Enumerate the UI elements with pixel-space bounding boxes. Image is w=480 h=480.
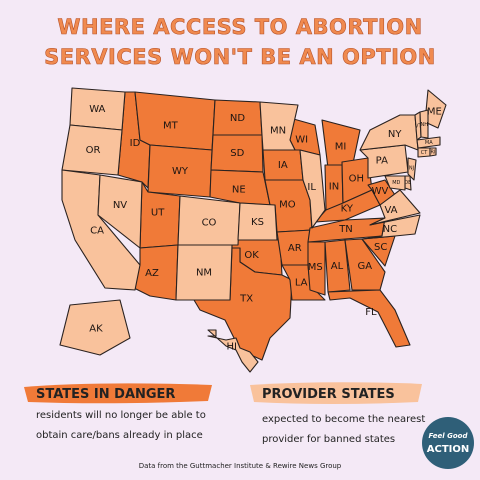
- state: [193, 247, 293, 361]
- state-label: WV: [372, 186, 389, 197]
- state-label: WA: [89, 104, 105, 115]
- state-label: WY: [172, 166, 189, 177]
- state-label: NV: [113, 200, 127, 211]
- state-label: TN: [338, 224, 353, 235]
- logo-badge: [422, 417, 474, 469]
- state-label: LA: [295, 278, 308, 289]
- state-label: OH: [349, 173, 364, 184]
- state-label: ID: [130, 138, 141, 149]
- state: [369, 189, 421, 226]
- legend-brush: [24, 383, 212, 404]
- legend-label: STATES IN DANGER: [36, 387, 175, 402]
- state-label: VT: [415, 124, 422, 130]
- logo-text: Feel Good: [429, 432, 469, 440]
- us-map: ID MT WY UT AZ ND SD NE OK TX IA MO AR LA WI MI IN OH KY TN…: [59, 87, 447, 373]
- state: [344, 238, 386, 291]
- state-label: FL: [365, 307, 377, 318]
- state: [97, 174, 143, 249]
- state: [237, 202, 278, 241]
- state-label: WI: [295, 135, 308, 146]
- legend-description: obtain care/bans already in place: [36, 430, 203, 441]
- state: [177, 195, 241, 246]
- state: [407, 157, 417, 181]
- state-label: GA: [358, 261, 373, 272]
- state-label: IN: [329, 181, 339, 192]
- state: [59, 299, 131, 356]
- state: [207, 329, 259, 373]
- state: [327, 289, 411, 348]
- state-label: IL: [307, 182, 316, 193]
- state-label: MT: [163, 120, 179, 131]
- state: [307, 241, 326, 296]
- legend-description: residents will no longer be able to: [36, 410, 206, 421]
- state-label: NY: [388, 129, 402, 140]
- state-label: NM: [196, 268, 212, 279]
- state-label: NH: [421, 122, 429, 128]
- state: [175, 244, 233, 301]
- state-label: KY: [341, 203, 354, 214]
- state-label: IA: [278, 160, 288, 171]
- state-label: AZ: [145, 268, 159, 279]
- state-label: ND: [230, 113, 245, 124]
- state-label: PA: [376, 156, 388, 167]
- state: [61, 124, 123, 176]
- state-label: MN: [270, 125, 286, 136]
- legend-description: provider for banned states: [262, 434, 395, 445]
- legend-brush: [250, 382, 422, 404]
- state-label: KS: [251, 217, 264, 228]
- state-label: UT: [151, 208, 165, 219]
- state-label: TX: [239, 294, 253, 305]
- state-label: CA: [90, 225, 104, 236]
- state-label: HI: [226, 341, 236, 352]
- state-label: MS: [308, 262, 323, 273]
- state: [299, 149, 326, 229]
- logo-text: ACTION: [427, 444, 470, 455]
- state-label: DE: [404, 180, 411, 186]
- state: [259, 101, 299, 151]
- state-label: NJ: [409, 166, 414, 172]
- state-label: NE: [232, 184, 246, 195]
- state: [324, 239, 351, 293]
- state-label: MA: [425, 140, 433, 146]
- state-label: AK: [89, 324, 103, 335]
- state-label: MO: [279, 200, 296, 211]
- state-label: OK: [244, 250, 259, 261]
- state: [416, 136, 441, 149]
- state-label: NC: [383, 224, 397, 235]
- state-label: CT: [421, 150, 428, 156]
- title-line: SERVICES WON'T BE AN OPTION: [44, 45, 436, 69]
- state-label: AL: [331, 261, 344, 272]
- state-label: SD: [230, 148, 244, 159]
- state-label: RI: [431, 149, 436, 155]
- state-label: MI: [335, 142, 347, 153]
- state-label: AR: [288, 243, 302, 254]
- state-label: OR: [86, 145, 101, 156]
- state: [419, 109, 429, 139]
- state-label: VA: [384, 205, 397, 216]
- state-label: SC: [374, 242, 387, 253]
- source: Data from the Guttmacher Institute & Rew…: [139, 462, 342, 470]
- state: [429, 147, 437, 157]
- legend-label: PROVIDER STATES: [262, 387, 395, 402]
- legend-description: expected to become the nearest: [262, 414, 425, 425]
- state-label: ME: [427, 106, 442, 117]
- title-line: WHERE ACCESS TO ABORTION: [57, 15, 422, 39]
- state: [384, 175, 406, 191]
- state-label: MD: [392, 180, 400, 186]
- state-label: CO: [202, 217, 217, 228]
